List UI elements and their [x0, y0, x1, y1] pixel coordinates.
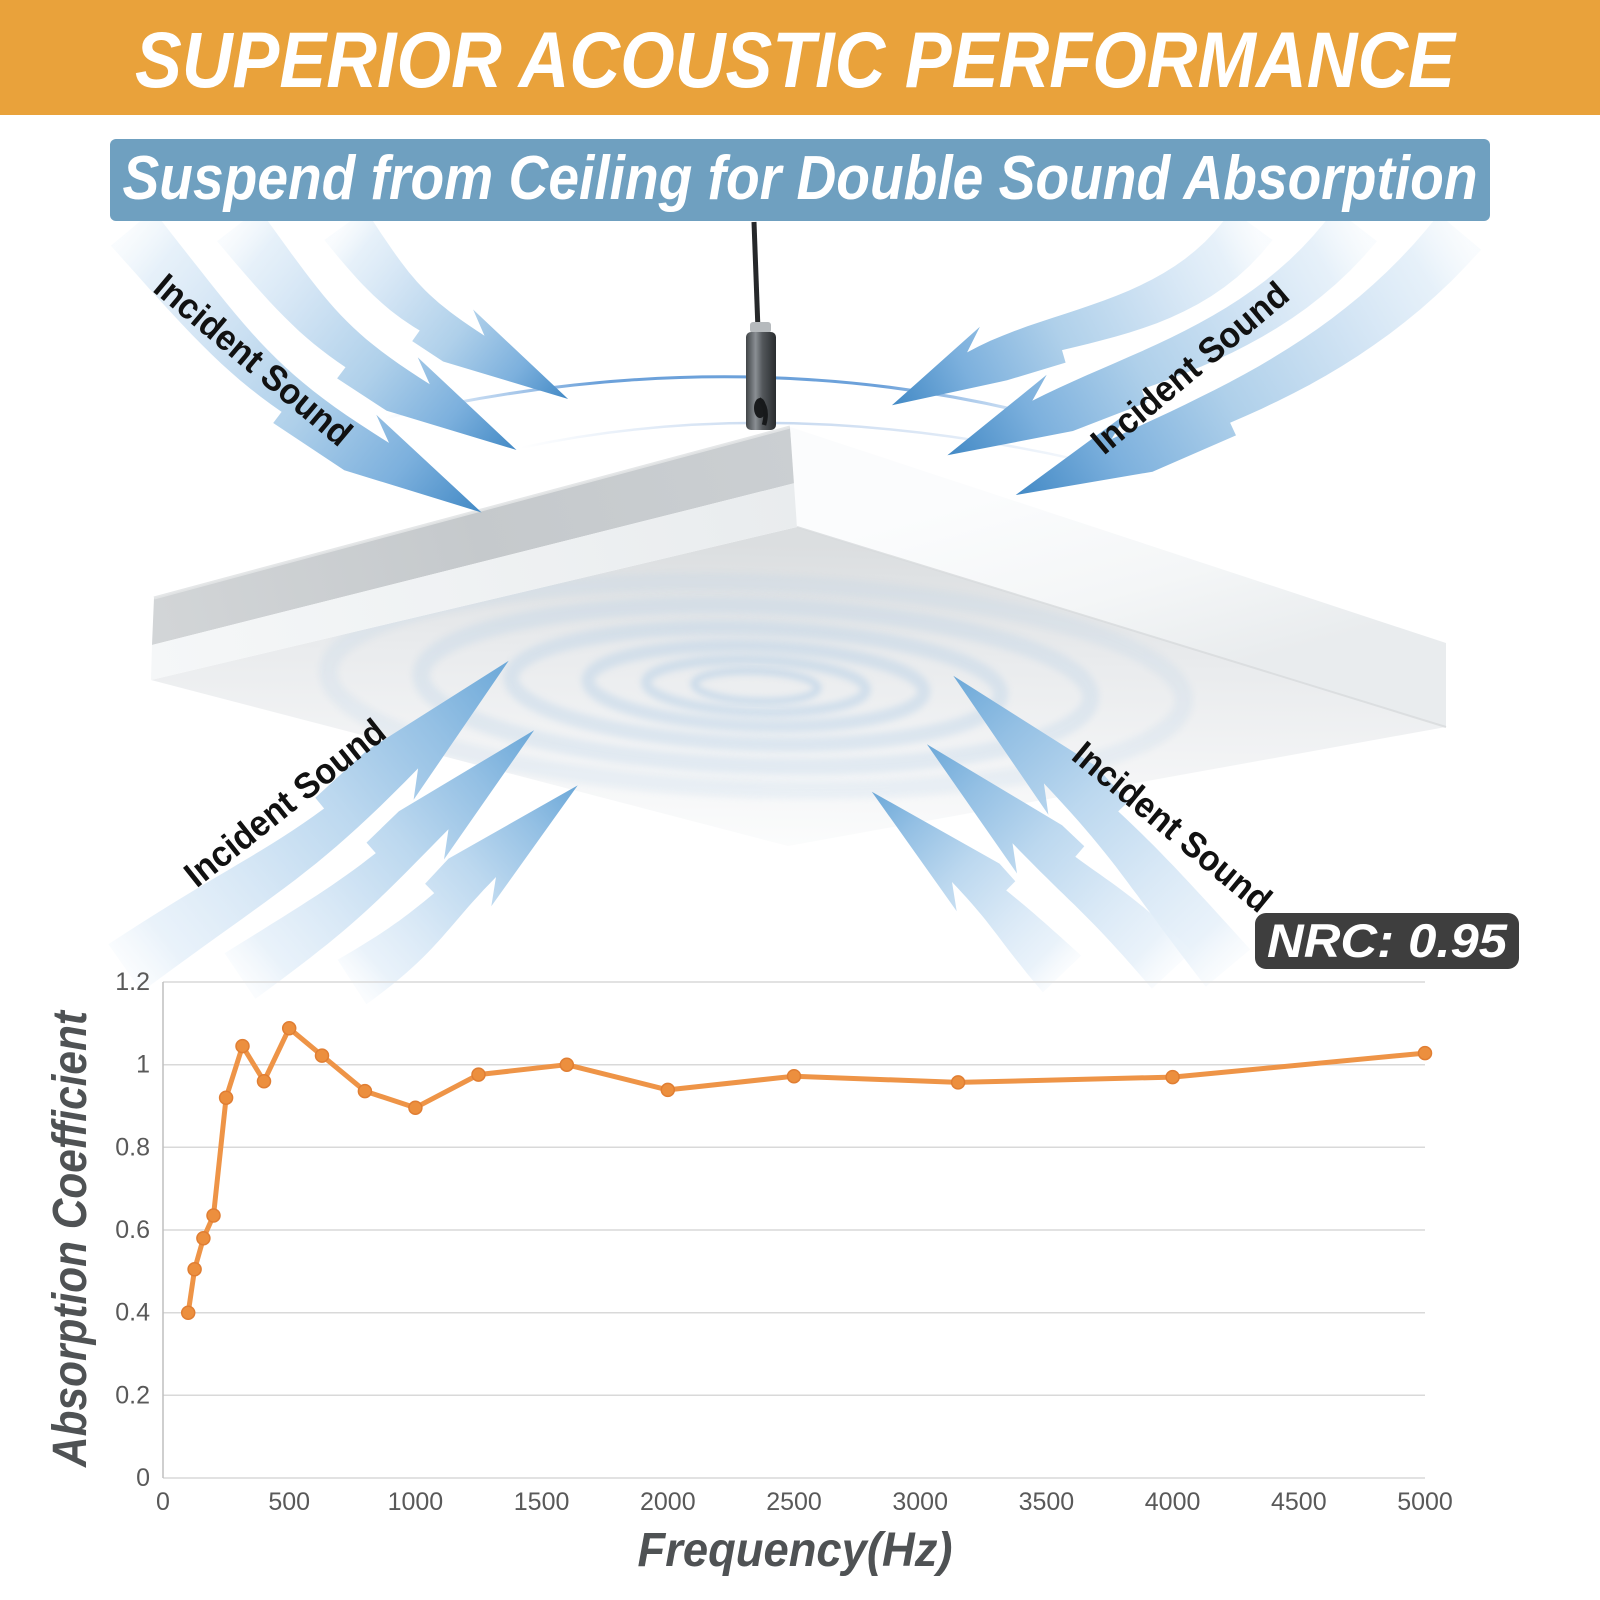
svg-text:0.4: 0.4	[115, 1299, 150, 1327]
svg-text:1000: 1000	[388, 1488, 444, 1516]
svg-text:2500: 2500	[766, 1488, 822, 1516]
svg-text:1500: 1500	[514, 1488, 570, 1516]
svg-text:0.8: 0.8	[115, 1133, 150, 1161]
svg-text:NRC: 0.95: NRC: 0.95	[1267, 914, 1508, 967]
svg-text:0: 0	[136, 1464, 150, 1492]
svg-text:4000: 4000	[1145, 1488, 1201, 1516]
svg-text:5000: 5000	[1397, 1488, 1453, 1516]
svg-text:0.6: 0.6	[115, 1216, 150, 1244]
svg-text:4500: 4500	[1271, 1488, 1327, 1516]
svg-text:0.2: 0.2	[115, 1381, 150, 1409]
svg-text:500: 500	[268, 1488, 310, 1516]
svg-text:3000: 3000	[892, 1488, 948, 1516]
svg-text:Frequency(Hz): Frequency(Hz)	[638, 1524, 953, 1577]
svg-text:0: 0	[156, 1488, 170, 1516]
svg-text:1.2: 1.2	[115, 968, 150, 996]
svg-text:3500: 3500	[1019, 1488, 1075, 1516]
svg-text:2000: 2000	[640, 1488, 696, 1516]
svg-text:SUPERIOR ACOUSTIC PERFORMANCE: SUPERIOR ACOUSTIC PERFORMANCE	[135, 15, 1457, 104]
svg-text:Suspend from Ceiling for Doubl: Suspend from Ceiling for Double Sound Ab…	[123, 144, 1478, 213]
svg-text:1: 1	[136, 1051, 150, 1079]
svg-text:Absorption Coefficient: Absorption Coefficient	[44, 1009, 97, 1468]
